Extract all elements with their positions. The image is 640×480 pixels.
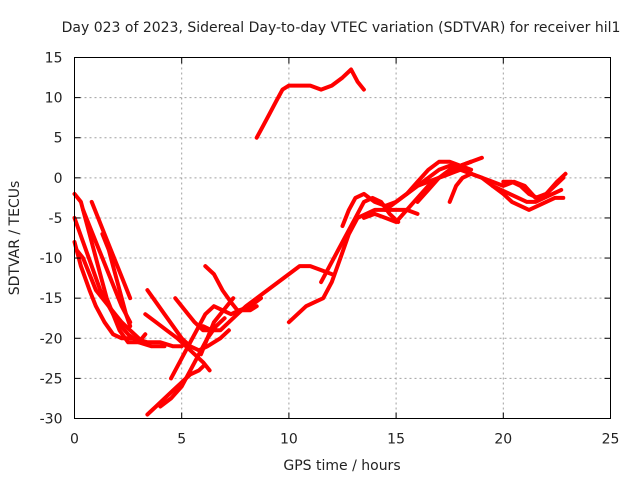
series-line-arc-22: [383, 159, 474, 212]
series-line-arc-4: [81, 207, 133, 325]
series-line-arc-23: [404, 159, 474, 196]
plot-frame: [74, 57, 611, 419]
series-line-arc-8: [145, 288, 231, 353]
series-line-arc-3: [72, 240, 184, 349]
series-line-arc-24: [415, 167, 474, 204]
y-tick-label: -15: [40, 291, 63, 307]
x-tick-label: 0: [70, 432, 79, 448]
x-tick-label: 25: [602, 432, 620, 448]
y-tick-label: -25: [40, 371, 63, 387]
x-tick-label: 20: [494, 432, 512, 448]
y-tick-label: 15: [45, 51, 63, 67]
series-line-arc-21: [361, 159, 474, 224]
x-tick-label: 5: [177, 432, 186, 448]
x-tick-label: 10: [280, 432, 298, 448]
y-tick-label: -10: [40, 251, 63, 267]
y-axis-label: SDTVAR / TECUs: [7, 181, 23, 296]
series-line-arc-13: [173, 296, 214, 333]
y-tick-label: -5: [49, 211, 63, 227]
series-line-arc-14: [201, 264, 334, 333]
series-line-arc-9: [143, 312, 212, 373]
series-line-arc-10: [145, 364, 206, 417]
series-line-arc-27: [490, 183, 564, 204]
series-line-arc-11: [158, 316, 227, 409]
series-line-arc-17: [254, 67, 366, 140]
series-line-arc-26: [469, 171, 566, 212]
series-line-arc-7: [74, 248, 141, 341]
grid: [74, 57, 611, 419]
series-line-arc-5: [89, 199, 133, 301]
chart-title: Day 023 of 2023, Sidereal Day-to-day VTE…: [62, 20, 621, 36]
series-layer: [72, 67, 568, 417]
series-line-arc-6: [100, 232, 133, 329]
y-tick-label: 10: [45, 91, 63, 107]
x-tick-label: 15: [387, 432, 405, 448]
tick-layer: 0 5 10 15 20 25 -30 -25 -20 -15 -10 -5 0 5 10 15: [40, 51, 620, 448]
y-tick-label: -20: [40, 331, 63, 347]
series-line-arc-28: [501, 175, 566, 200]
x-axis-label: GPS time / hours: [283, 458, 400, 474]
y-tick-label: 5: [54, 131, 63, 147]
y-tick-label: 0: [54, 171, 63, 187]
series-line-arc-16: [199, 296, 236, 357]
y-tick-label: -30: [40, 412, 63, 428]
series-line-arc-15: [203, 264, 259, 313]
